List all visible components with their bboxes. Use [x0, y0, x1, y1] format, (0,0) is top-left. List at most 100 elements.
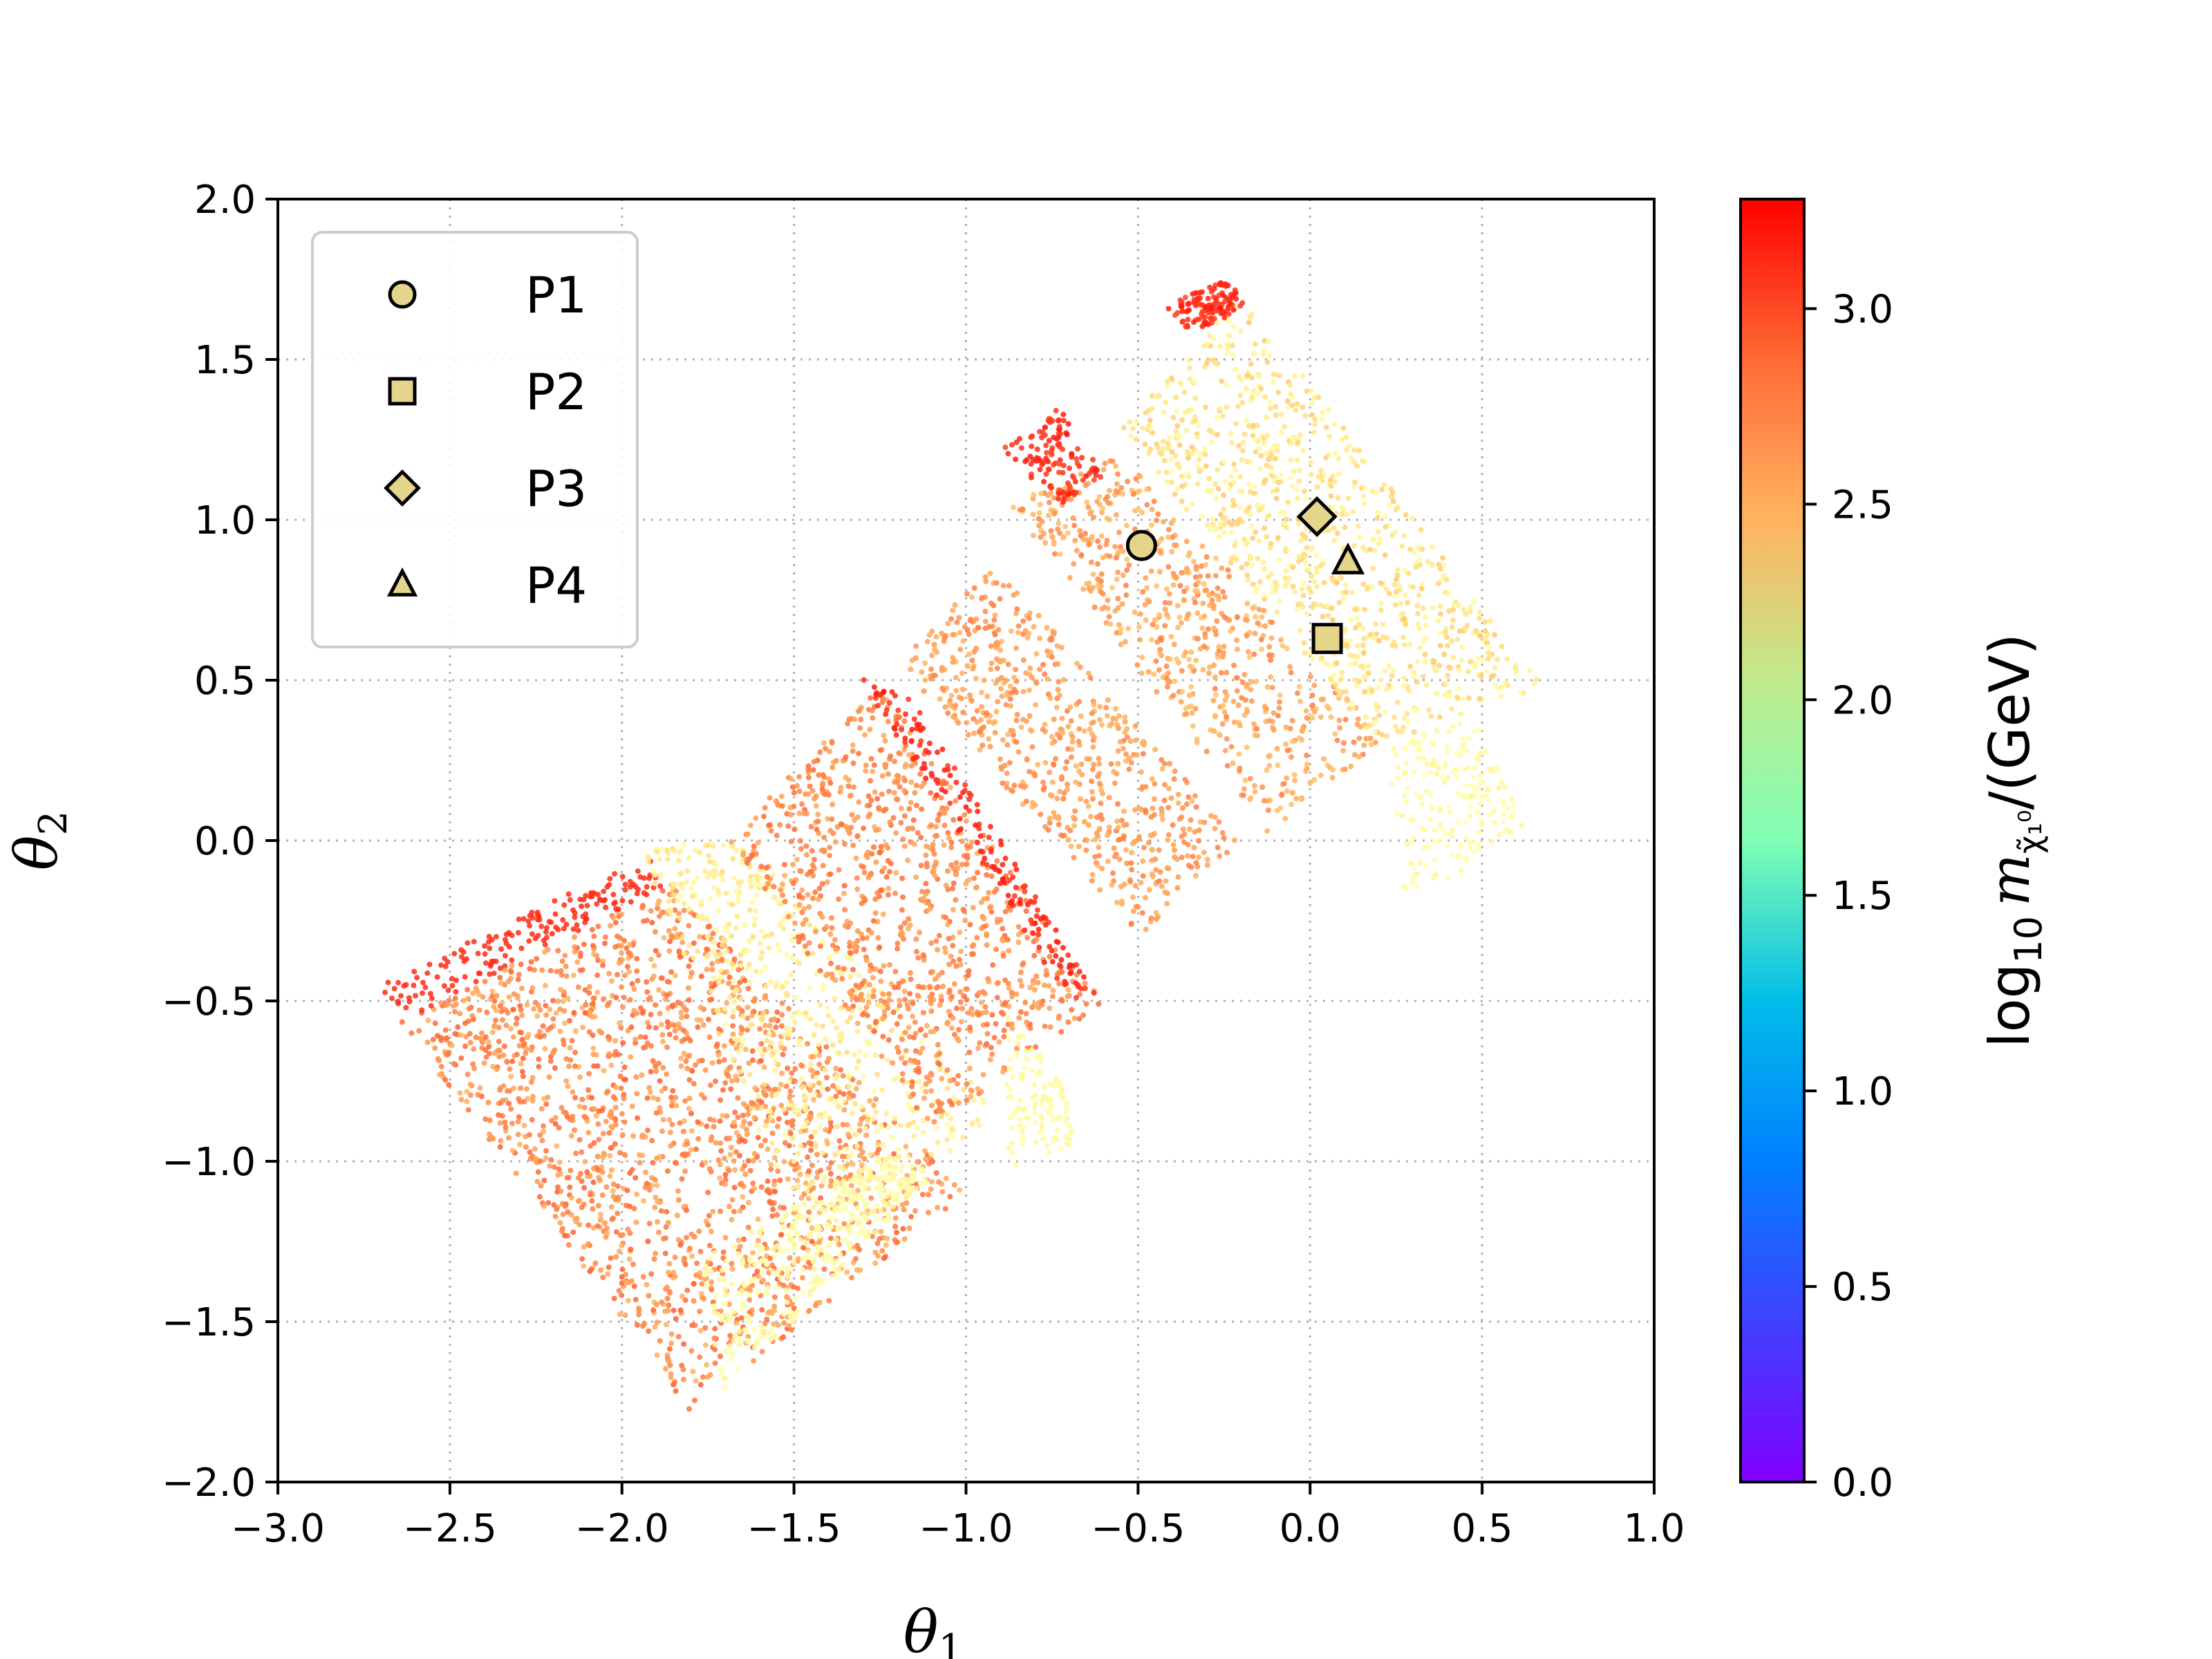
scatter-point — [652, 1204, 658, 1210]
scatter-point — [1022, 628, 1029, 634]
scatter-point — [502, 963, 508, 969]
scatter-point — [743, 1313, 749, 1319]
scatter-point — [890, 1060, 896, 1066]
scatter-point — [1044, 676, 1051, 682]
scatter-point — [1009, 1021, 1015, 1027]
scatter-point — [811, 1286, 817, 1292]
scatter-point — [722, 1300, 728, 1306]
scatter-point — [859, 1168, 865, 1174]
scatter-point — [774, 1048, 779, 1054]
scatter-point — [851, 1213, 857, 1219]
scatter-point — [868, 930, 874, 936]
scatter-point — [977, 833, 984, 839]
scatter-point — [1020, 688, 1027, 695]
scatter-point — [824, 1138, 830, 1144]
scatter-point — [631, 986, 637, 992]
scatter-point — [497, 965, 503, 971]
scatter-point — [1054, 695, 1060, 702]
scatter-point — [928, 1103, 935, 1109]
scatter-point — [838, 1192, 844, 1198]
scatter-point — [850, 842, 856, 848]
scatter-point — [666, 899, 672, 905]
scatter-point — [915, 830, 921, 836]
scatter-point — [718, 1148, 724, 1154]
scatter-point — [770, 1206, 776, 1212]
scatter-point — [572, 1028, 579, 1034]
scatter-point — [945, 621, 951, 626]
scatter-point — [591, 1140, 597, 1146]
scatter-point — [775, 1147, 781, 1154]
scatter-point — [444, 959, 451, 965]
scatter-point — [838, 1200, 845, 1206]
scatter-point — [624, 1280, 630, 1286]
scatter-point — [812, 1274, 818, 1280]
scatter-point — [675, 1333, 682, 1340]
scatter-point — [792, 1019, 798, 1025]
scatter-point — [1185, 794, 1192, 800]
scatter-point — [1186, 657, 1192, 662]
scatter-point — [466, 1006, 472, 1012]
scatter-point — [813, 928, 819, 935]
scatter-point — [653, 1110, 659, 1116]
scatter-point — [612, 1141, 618, 1147]
scatter-point — [916, 1079, 922, 1085]
scatter-point — [523, 1144, 529, 1150]
scatter-point — [668, 907, 674, 913]
scatter-point — [841, 1236, 847, 1241]
scatter-point — [1098, 571, 1105, 577]
scatter-point — [1076, 726, 1082, 732]
scatter-point — [865, 1232, 871, 1239]
scatter-point — [1057, 789, 1063, 794]
scatter-point — [1219, 721, 1226, 727]
scatter-point — [721, 937, 727, 942]
scatter-point — [670, 881, 676, 887]
scatter-point — [827, 953, 833, 959]
scatter-point — [889, 688, 895, 695]
scatter-point — [928, 760, 935, 767]
scatter-point — [762, 993, 769, 999]
scatter-point — [844, 1122, 850, 1128]
scatter-point — [581, 1105, 588, 1111]
scatter-point — [487, 1131, 493, 1137]
scatter-point — [395, 980, 402, 986]
scatter-point — [591, 933, 597, 939]
scatter-point — [875, 1253, 881, 1259]
scatter-point — [909, 1079, 915, 1085]
scatter-point — [1077, 664, 1083, 671]
scatter-point — [520, 1074, 526, 1080]
scatter-point — [976, 729, 982, 735]
scatter-point — [1107, 621, 1114, 627]
scatter-point — [866, 1024, 872, 1030]
scatter-point — [1023, 908, 1029, 914]
scatter-point — [846, 1083, 852, 1089]
scatter-point — [590, 1032, 596, 1038]
scatter-point — [810, 872, 816, 879]
scatter-point — [975, 1086, 981, 1092]
scatter-point — [646, 1328, 652, 1334]
scatter-point — [849, 1275, 854, 1281]
scatter-point — [878, 997, 884, 1004]
scatter-point — [740, 1194, 746, 1200]
scatter-point — [808, 1053, 814, 1060]
scatter-point — [742, 1327, 748, 1333]
scatter-point — [500, 1052, 507, 1058]
scatter-point — [688, 1147, 694, 1153]
scatter-point — [763, 865, 769, 871]
scatter-point — [1029, 728, 1035, 734]
scatter-point — [861, 1198, 868, 1204]
scatter-point — [645, 1020, 650, 1026]
scatter-point — [653, 1068, 659, 1074]
scatter-point — [951, 981, 957, 987]
scatter-point — [813, 1022, 819, 1028]
scatter-point — [957, 630, 963, 636]
scatter-point — [891, 1157, 897, 1163]
scatter-point — [874, 1240, 881, 1246]
scatter-point — [681, 901, 687, 907]
scatter-point — [580, 1024, 586, 1031]
scatter-point — [784, 1293, 790, 1300]
scatter-point — [800, 1255, 807, 1262]
scatter-point — [908, 970, 913, 976]
scatter-point — [1275, 762, 1281, 768]
scatter-point — [836, 1050, 843, 1056]
scatter-point — [872, 1229, 878, 1235]
